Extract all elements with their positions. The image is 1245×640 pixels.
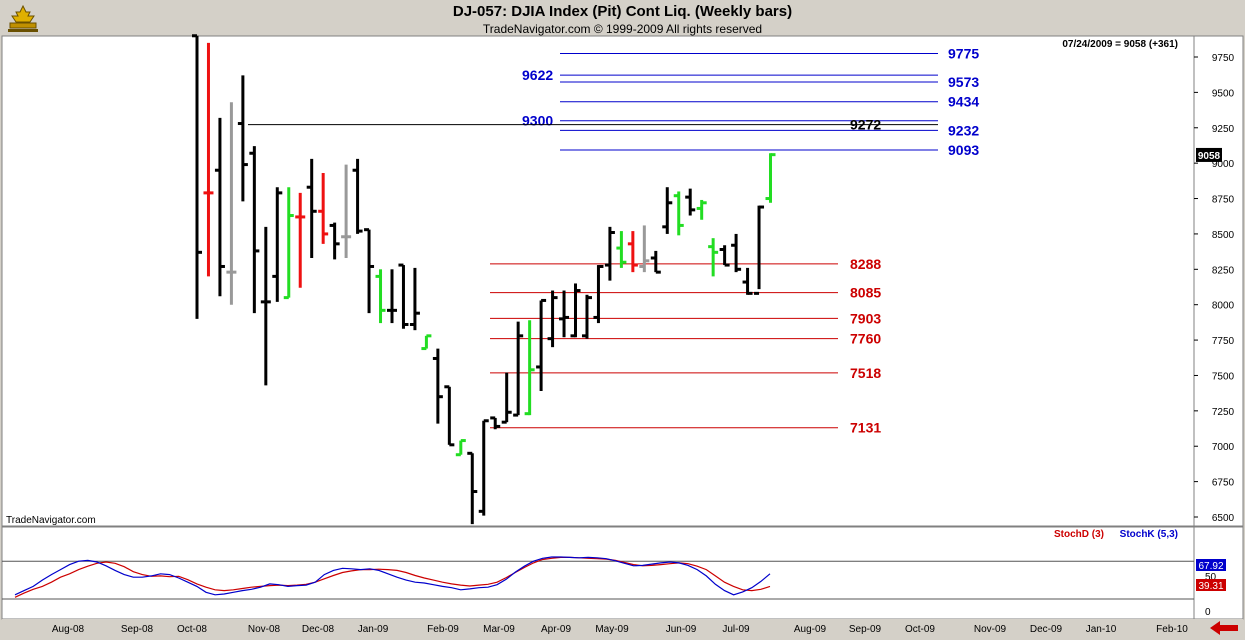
level-label: 9093 (948, 142, 979, 158)
price-tick-label: 7500 (1212, 371, 1235, 382)
price-tick-label: 9750 (1212, 53, 1235, 64)
price-levels: 9775 9622 9573 9434 9300 9272 9232 9093 8288 8085… (248, 45, 979, 436)
level-label: 9300 (522, 113, 553, 129)
date-tick-label: Oct-08 (177, 624, 207, 635)
level-label: 7131 (850, 420, 881, 436)
stochk-value-box (1196, 559, 1226, 571)
price-tick-label: 8500 (1212, 230, 1235, 241)
price-tick-label: 9250 (1212, 124, 1235, 135)
price-axis-panel (1193, 35, 1244, 527)
date-tick-label: Feb-10 (1156, 624, 1188, 635)
date-tick-label: Dec-08 (302, 624, 335, 635)
stoch-panel (1, 526, 1195, 620)
price-tick-label: 8000 (1212, 301, 1235, 312)
date-tick-label: Jul-09 (722, 624, 750, 635)
date-tick-label: Aug-08 (52, 624, 85, 635)
level-label: 7760 (850, 331, 881, 347)
date-tick-label: Aug-09 (794, 624, 827, 635)
level-label: 9434 (948, 94, 979, 110)
level-label: 9272 (850, 117, 881, 133)
level-label: 7518 (850, 365, 881, 381)
date-tick-label: Mar-09 (483, 624, 515, 635)
watermark-text: TradeNavigator.com (6, 515, 96, 526)
date-tick-label: Oct-09 (905, 624, 935, 635)
stoch-series-line (14, 556, 771, 596)
date-axis (2, 619, 1243, 639)
price-tick-label: 6500 (1212, 513, 1235, 524)
stoch-axis-panel (1193, 526, 1244, 620)
stochd-legend: StochD (3) (1054, 529, 1104, 540)
ship-logo-icon (8, 4, 38, 32)
date-tick-label: May-09 (595, 624, 629, 635)
date-tick-label: Apr-09 (541, 624, 571, 635)
last-price-label: 9058 (1198, 151, 1221, 162)
stoch-tick-label: 50 (1205, 572, 1217, 583)
level-label: 9775 (948, 45, 979, 61)
stochk-legend: StochK (5,3) (1120, 529, 1178, 540)
date-tick-label: Jan-10 (1086, 624, 1117, 635)
level-label: 9232 (948, 122, 979, 138)
price-tick-label: 9500 (1212, 88, 1235, 99)
price-tick-label: 7000 (1212, 442, 1235, 453)
level-label: 8288 (850, 256, 881, 272)
level-label: 8085 (850, 285, 881, 301)
price-tick-label: 7250 (1212, 407, 1235, 418)
price-bars (192, 34, 776, 525)
level-label: 7903 (850, 310, 881, 326)
date-tick-label: Dec-09 (1030, 624, 1063, 635)
level-label: 9622 (522, 67, 553, 83)
date-tick-label: Feb-09 (427, 624, 459, 635)
stochd-value-box (1196, 579, 1226, 591)
price-tick-label: 8250 (1212, 265, 1235, 276)
stochd-value-label: 39.31 (1198, 581, 1223, 592)
price-ticks: 6500 6750 7000 7250 7500 7750 8000 8250 8500 8750… (1194, 53, 1235, 524)
price-tick-label: 6750 (1212, 478, 1235, 489)
price-tick-label: 7750 (1212, 336, 1235, 347)
date-ticks: Aug-08 Sep-08 Oct-08 Nov-08 Dec-08 Jan-09 Feb-… (52, 624, 1188, 635)
stochastic-lines (2, 556, 1194, 600)
date-tick-label: Sep-08 (121, 624, 154, 635)
level-label: 9573 (948, 74, 979, 90)
date-tick-label: Jan-09 (358, 624, 389, 635)
date-tick-label: Sep-09 (849, 624, 882, 635)
date-tick-label: Nov-08 (248, 624, 281, 635)
stoch-tick-label: 0 (1205, 607, 1211, 618)
date-tick-label: Jun-09 (666, 624, 697, 635)
date-tick-label: Nov-09 (974, 624, 1007, 635)
scroll-left-arrow-icon[interactable] (1208, 620, 1240, 636)
chart-subtitle: TradeNavigator.com © 1999-2009 All right… (482, 22, 763, 36)
price-tick-label: 9000 (1212, 159, 1235, 170)
status-text: 07/24/2009 = 9058 (+361) (1062, 39, 1178, 50)
price-tick-label: 8750 (1212, 195, 1235, 206)
chart-title: DJ-057: DJIA Index (Pit) Cont Liq. (Week… (452, 3, 793, 20)
last-price-box (1196, 147, 1222, 162)
stochk-value-label: 67.92 (1198, 561, 1223, 572)
